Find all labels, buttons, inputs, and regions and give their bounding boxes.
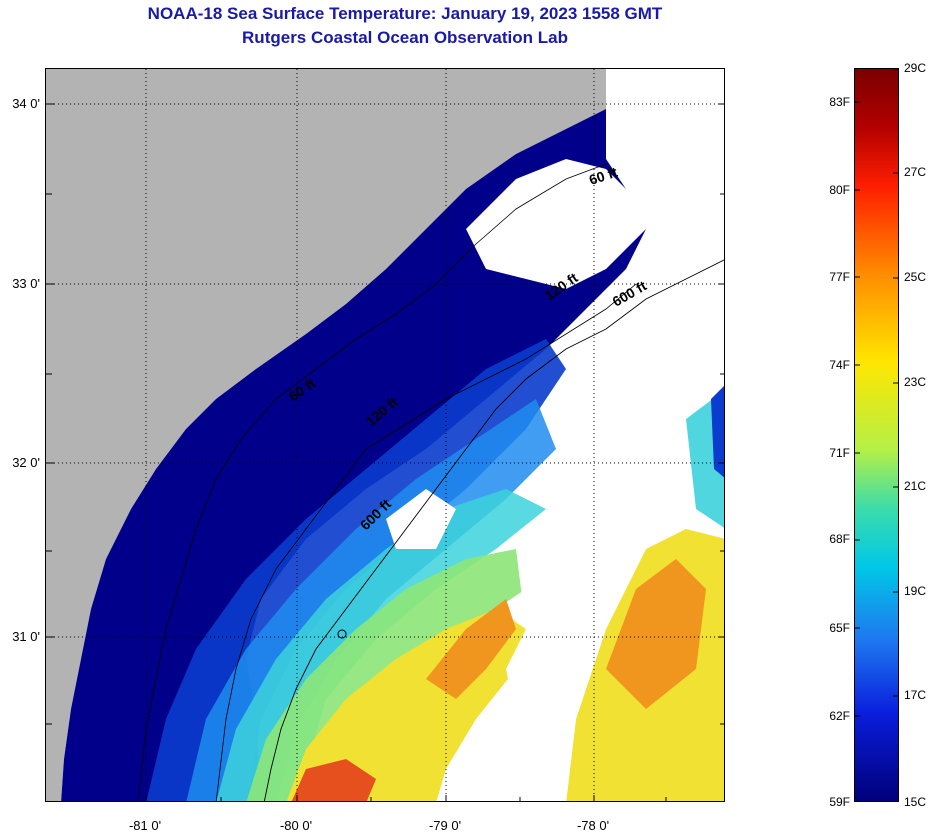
cbar-label-19c: 19C	[904, 584, 927, 598]
lat-label-33: 33 0'	[12, 276, 40, 291]
cbar-label-77f: 77F	[829, 270, 850, 284]
temperature-colorbar	[854, 68, 899, 802]
cloud-mask	[506, 250, 724, 801]
sst-map: 60 ft 120 ft 600 ft 60 ft 120 ft 600 ft	[45, 68, 725, 802]
sst-map-canvas: 60 ft 120 ft 600 ft 60 ft 120 ft 600 ft	[46, 69, 724, 801]
lat-label-34: 34 0'	[12, 96, 40, 111]
cbar-label-80f: 80F	[829, 183, 850, 197]
cbar-label-27c: 27C	[904, 165, 927, 179]
lon-label-78: -78 0'	[576, 818, 610, 833]
cbar-label-83f: 83F	[829, 95, 850, 109]
sst-patch-darkblue-east	[711, 386, 724, 478]
contour-60ft	[137, 163, 607, 801]
marker-circle	[337, 629, 347, 639]
contour-600ft	[263, 259, 724, 801]
lon-label-80: -80 0'	[279, 818, 313, 833]
lon-label-81: -81 0'	[128, 818, 162, 833]
graticule	[46, 69, 724, 801]
cbar-label-65f: 65F	[829, 621, 850, 635]
cbar-label-74f: 74F	[829, 358, 850, 372]
cloud-patch-north	[466, 159, 646, 289]
land-mass	[46, 69, 606, 801]
cbar-label-71f: 71F	[829, 446, 850, 460]
sst-patch-orange-east	[606, 559, 706, 709]
sst-band-orange	[426, 599, 516, 699]
cbar-label-25c: 25C	[904, 270, 927, 284]
cbar-label-29c: 29C	[904, 61, 927, 75]
cbar-label-15c: 15C	[904, 795, 927, 809]
cbar-label-68f: 68F	[829, 532, 850, 546]
cbar-label-21c: 21C	[904, 479, 927, 493]
axis-ticks	[46, 103, 724, 801]
lat-label-32: 32 0'	[12, 455, 40, 470]
cbar-label-17c: 17C	[904, 688, 927, 702]
lon-label-79: -79 0'	[428, 818, 462, 833]
sst-band-coldest	[61, 109, 646, 801]
cbar-label-62f: 62F	[829, 709, 850, 723]
lat-label-31: 31 0'	[12, 629, 40, 644]
cloud-patch-mid	[386, 489, 456, 549]
sst-band-red	[291, 759, 376, 801]
cbar-label-59f: 59F	[829, 795, 850, 809]
contour-120ft	[215, 283, 637, 801]
cbar-label-23c: 23C	[904, 375, 927, 389]
map-subtitle: Rutgers Coastal Ocean Observation Lab	[242, 28, 568, 47]
map-title: NOAA-18 Sea Surface Temperature: January…	[147, 4, 663, 23]
colorbar-gradient	[855, 68, 898, 801]
